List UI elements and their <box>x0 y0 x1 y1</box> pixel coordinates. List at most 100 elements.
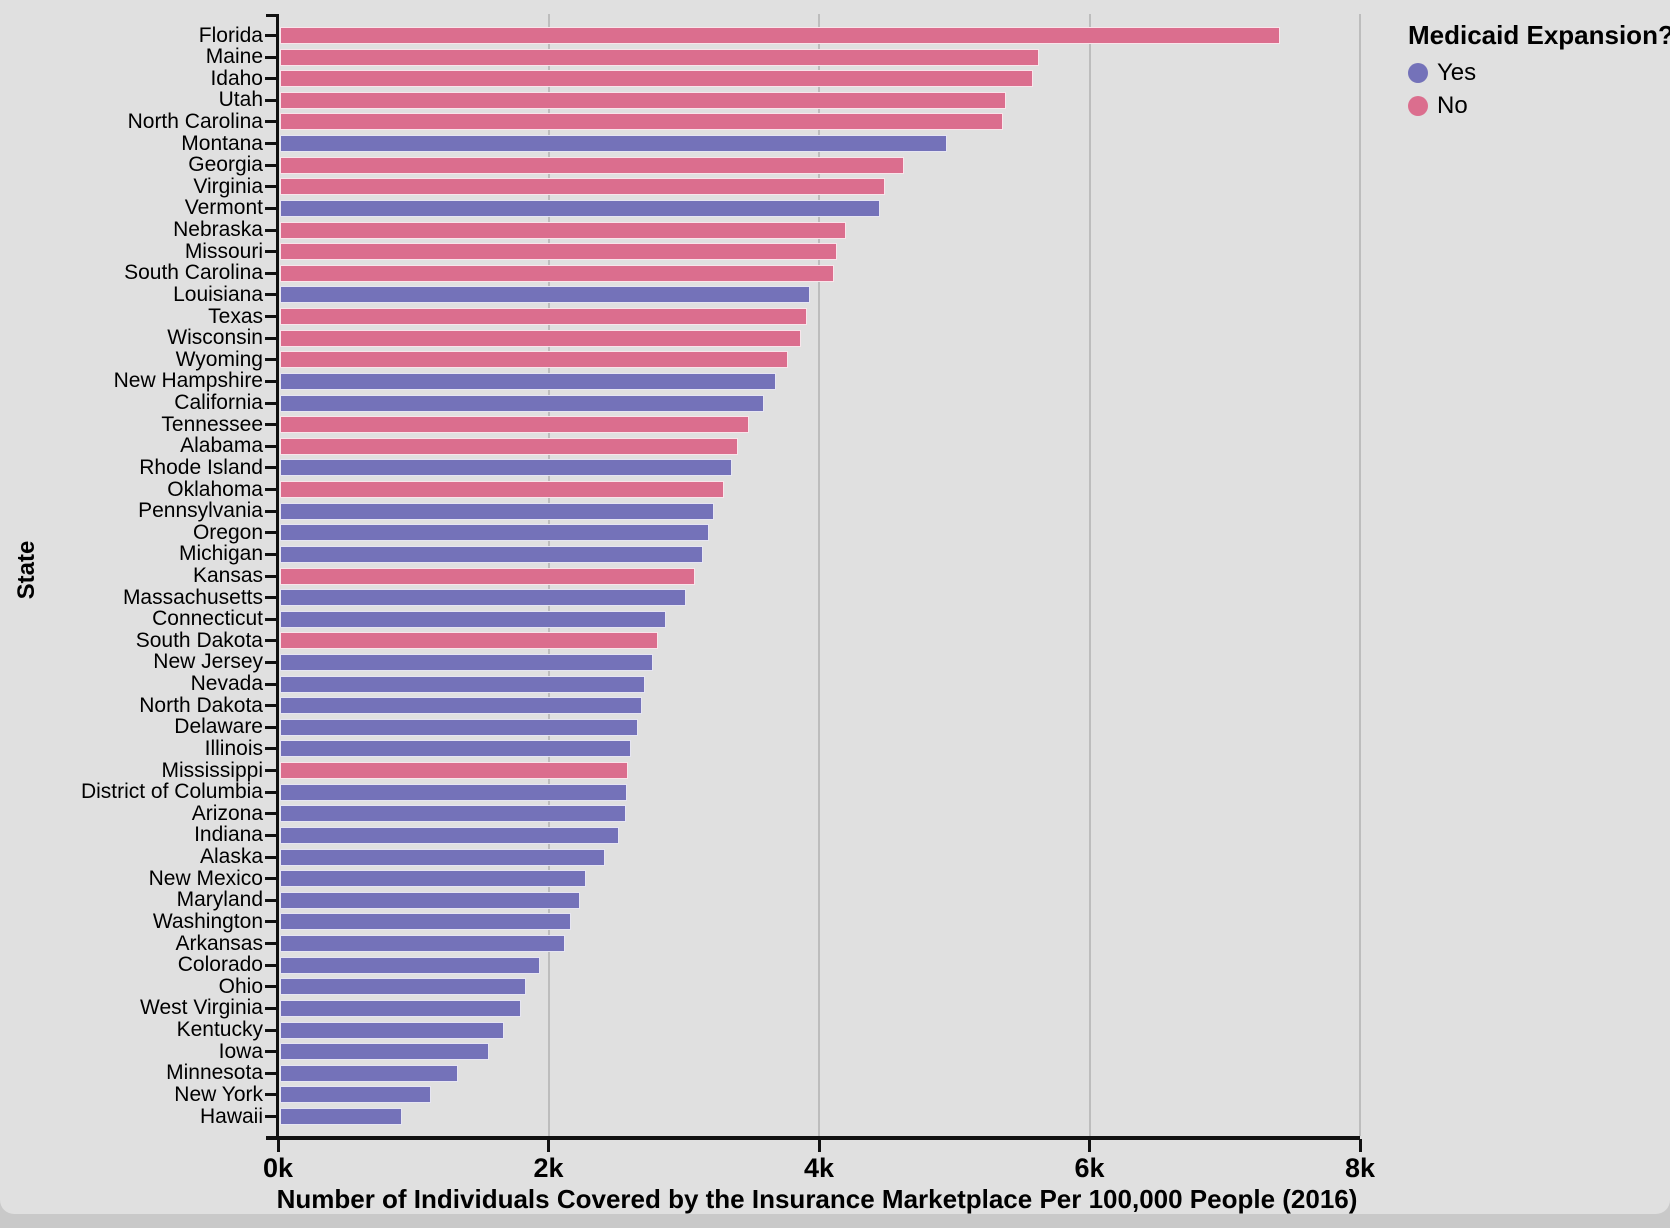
y-axis-tick-georgia <box>265 163 277 167</box>
bar-nebraska <box>279 221 847 239</box>
y-axis-tick-nevada <box>265 682 277 686</box>
y-axis-tick-delaware <box>265 725 277 729</box>
y-axis-tick-alaska <box>265 855 277 859</box>
y-axis-label-north-carolina: North Carolina <box>127 109 263 133</box>
y-axis-label-oregon: Oregon <box>192 520 263 544</box>
y-axis-label-new-mexico: New Mexico <box>148 866 263 890</box>
y-axis-tick-new-hampshire <box>265 379 277 383</box>
bar-wyoming <box>279 351 788 369</box>
y-axis-tick-south-carolina <box>265 271 277 275</box>
y-axis-tick-iowa <box>265 1050 277 1054</box>
y-axis-tick-west-virginia <box>265 1006 277 1010</box>
y-axis-tick-nebraska <box>265 228 277 232</box>
x-axis-title: Number of Individuals Covered by the Ins… <box>276 1184 1358 1214</box>
y-axis-label-california: California <box>174 391 263 415</box>
y-axis-tick-rhode-island <box>265 466 277 470</box>
y-axis-label-north-dakota: North Dakota <box>139 693 263 717</box>
y-axis-tick-illinois <box>265 747 277 751</box>
x-axis-tick-6k <box>1088 1139 1091 1152</box>
y-axis-label-vermont: Vermont <box>184 196 263 220</box>
y-axis-tick-kansas <box>265 574 277 578</box>
y-axis-label-hawaii: Hawaii <box>199 1104 263 1128</box>
bar-vermont <box>279 199 880 217</box>
y-axis-label-wisconsin: Wisconsin <box>167 326 263 350</box>
bar-wisconsin <box>279 329 802 347</box>
y-axis-label-indiana: Indiana <box>194 823 263 847</box>
y-axis-tick-north-dakota <box>265 704 277 708</box>
bar-ohio <box>279 978 526 996</box>
x-axis-tick-label-4k: 4k <box>803 1153 835 1183</box>
y-axis-label-new-hampshire: New Hampshire <box>113 369 263 393</box>
y-axis-label-louisiana: Louisiana <box>173 282 263 306</box>
y-axis-tick-texas <box>265 315 277 319</box>
y-axis-tick-minnesota <box>265 1071 277 1075</box>
y-axis-label-district-of-columbia: District of Columbia <box>80 780 263 804</box>
bar-louisiana <box>279 286 810 304</box>
bar-colorado <box>279 956 541 974</box>
y-axis-tick-idaho <box>265 77 277 81</box>
bar-minnesota <box>279 1064 458 1082</box>
bar-west-virginia <box>279 999 522 1017</box>
y-axis-label-maine: Maine <box>205 45 263 69</box>
bar-georgia <box>279 156 905 174</box>
y-axis-label-massachusetts: Massachusetts <box>122 585 263 609</box>
y-axis-label-nevada: Nevada <box>190 672 263 696</box>
y-axis-tick-maine <box>265 55 277 59</box>
y-axis-tick-new-jersey <box>265 660 277 664</box>
bar-oklahoma <box>279 481 725 499</box>
x-axis-domain-line <box>266 1136 1360 1140</box>
y-axis-tick-maryland <box>265 898 277 902</box>
x-axis-tick-label-2k: 2k <box>533 1153 564 1183</box>
legend-label-no: No <box>1437 91 1468 119</box>
x-axis-tick-label-0k: 0k <box>262 1153 294 1183</box>
bar-north-dakota <box>279 697 642 715</box>
y-axis-tick-ohio <box>265 985 277 989</box>
bar-tennessee <box>279 416 749 434</box>
bar-delaware <box>279 718 638 736</box>
gridline-8k <box>1359 14 1361 1136</box>
y-axis-label-nebraska: Nebraska <box>173 218 263 242</box>
legend-label-yes: Yes <box>1437 58 1477 86</box>
gridline-6k <box>1088 14 1091 1136</box>
y-axis-label-montana: Montana <box>181 131 263 155</box>
y-axis-label-iowa: Iowa <box>218 1039 263 1063</box>
x-axis-tick-0k <box>276 1139 280 1152</box>
bar-alaska <box>279 848 606 866</box>
y-axis-label-new-jersey: New Jersey <box>153 650 263 674</box>
y-axis-tick-alabama <box>265 444 277 448</box>
bar-california <box>279 394 764 412</box>
y-axis-tick-utah <box>265 98 277 102</box>
x-axis-tick-8k <box>1358 1139 1362 1152</box>
legend-dot-no <box>1408 95 1428 116</box>
bar-washington <box>279 913 572 931</box>
y-axis-tick-pennsylvania <box>265 509 277 513</box>
y-axis-tick-new-york <box>265 1093 277 1097</box>
bar-texas <box>279 308 807 326</box>
y-axis-label-west-virginia: West Virginia <box>140 996 263 1020</box>
bar-nevada <box>279 675 645 693</box>
y-axis-label-maryland: Maryland <box>176 888 263 912</box>
bar-indiana <box>279 826 619 844</box>
y-axis-label-florida: Florida <box>198 23 263 47</box>
bar-new-jersey <box>279 653 653 671</box>
y-axis-tick-connecticut <box>265 617 277 621</box>
y-axis-tick-washington <box>265 920 277 924</box>
bar-virginia <box>279 178 886 196</box>
legend-item-yes: Yes <box>1408 56 1670 89</box>
y-axis-tick-montana <box>265 142 277 146</box>
y-axis-tick-massachusetts <box>265 596 277 600</box>
bar-kentucky <box>279 1021 504 1039</box>
y-axis-tick-district-of-columbia <box>265 790 277 794</box>
y-axis-tick-tennessee <box>265 423 277 427</box>
y-axis-label-south-carolina: South Carolina <box>124 261 263 285</box>
bar-idaho <box>279 70 1033 88</box>
bar-arkansas <box>279 935 565 953</box>
y-axis-label-oklahoma: Oklahoma <box>167 477 263 501</box>
bar-missouri <box>279 243 837 261</box>
bar-pennsylvania <box>279 502 714 520</box>
y-axis-domain-end-tick <box>266 14 279 17</box>
y-axis-label-kentucky: Kentucky <box>176 1018 263 1042</box>
y-axis-label-texas: Texas <box>208 304 263 328</box>
